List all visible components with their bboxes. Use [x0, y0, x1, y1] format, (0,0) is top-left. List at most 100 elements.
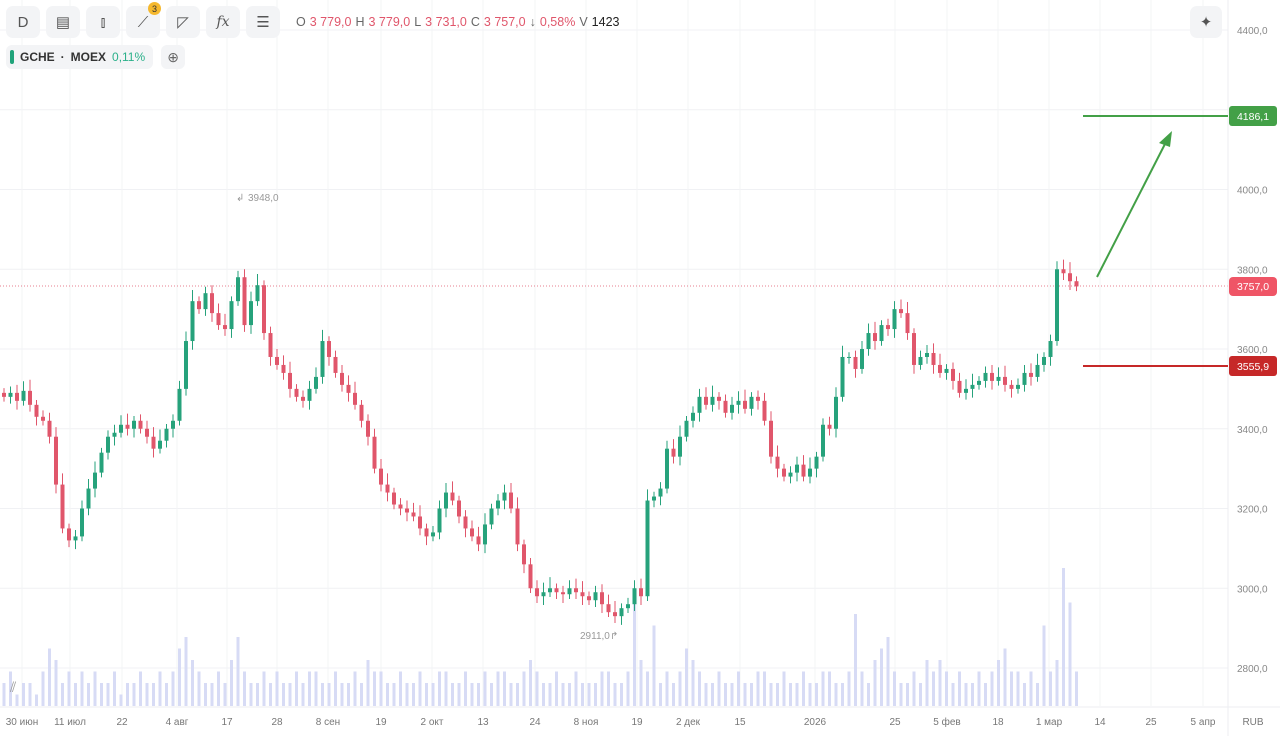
candle[interactable]	[769, 411, 773, 464]
candle[interactable]	[379, 459, 383, 492]
add-symbol-icon[interactable]: ⊕	[161, 45, 186, 69]
candle[interactable]	[47, 412, 52, 444]
candle[interactable]	[749, 392, 754, 416]
candle[interactable]	[847, 352, 851, 364]
candle[interactable]	[483, 513, 487, 554]
candle[interactable]	[710, 385, 715, 412]
candles-type-icon[interactable]: ⫾	[86, 6, 120, 38]
candle[interactable]	[307, 380, 312, 410]
interval-button[interactable]: D	[6, 6, 40, 38]
candle[interactable]	[418, 505, 422, 536]
candle[interactable]	[398, 498, 403, 516]
candle[interactable]	[502, 484, 507, 510]
candle[interactable]	[600, 584, 604, 613]
candle[interactable]	[860, 341, 864, 374]
candle[interactable]	[236, 270, 240, 306]
candle[interactable]	[1048, 334, 1053, 366]
candle[interactable]	[691, 406, 695, 428]
candle[interactable]	[535, 580, 539, 604]
candle[interactable]	[788, 466, 793, 484]
candle[interactable]	[554, 583, 559, 600]
candle[interactable]	[1074, 276, 1079, 292]
candle[interactable]	[346, 375, 351, 402]
candle[interactable]	[827, 416, 832, 436]
candle[interactable]	[392, 487, 396, 510]
candle[interactable]	[892, 301, 897, 338]
candle[interactable]	[67, 523, 71, 548]
candle[interactable]	[184, 331, 188, 396]
candle[interactable]	[470, 520, 474, 542]
candle[interactable]	[645, 489, 650, 602]
candle[interactable]	[821, 418, 825, 462]
candle[interactable]	[574, 578, 578, 600]
candle[interactable]	[353, 381, 357, 410]
candle[interactable]	[1055, 261, 1059, 346]
candle[interactable]	[1061, 259, 1066, 281]
candle[interactable]	[288, 361, 292, 398]
candle[interactable]	[99, 447, 104, 478]
candle[interactable]	[593, 585, 598, 607]
candle[interactable]	[385, 473, 390, 502]
candle[interactable]	[275, 349, 279, 370]
candle[interactable]	[262, 280, 266, 340]
candle[interactable]	[1022, 364, 1027, 392]
settings-sliders-icon[interactable]: ☰	[246, 6, 280, 38]
candle[interactable]	[717, 392, 721, 410]
candle[interactable]	[606, 594, 611, 617]
candle[interactable]	[587, 591, 591, 605]
candle[interactable]	[86, 478, 91, 516]
candle[interactable]	[886, 318, 890, 336]
candle[interactable]	[632, 580, 637, 611]
candle[interactable]	[548, 577, 552, 598]
candle[interactable]	[197, 296, 201, 314]
candle[interactable]	[1009, 380, 1014, 398]
candle[interactable]	[990, 364, 994, 390]
candle[interactable]	[372, 428, 377, 474]
candle[interactable]	[80, 500, 84, 542]
candle[interactable]	[93, 461, 97, 498]
candle[interactable]	[905, 301, 910, 340]
brush-icon[interactable]: ◸	[166, 6, 200, 38]
candle[interactable]	[834, 387, 838, 438]
candle[interactable]	[405, 500, 409, 522]
candle[interactable]	[528, 557, 533, 594]
ai-sparkle-icon[interactable]: ✦	[1190, 6, 1222, 38]
candle[interactable]	[912, 328, 916, 374]
candle[interactable]	[177, 380, 182, 426]
candle[interactable]	[106, 430, 110, 460]
candle[interactable]	[938, 353, 942, 378]
symbol-chip[interactable]: GCHE · MOEX 0,11%	[6, 45, 154, 69]
candle[interactable]	[496, 494, 500, 516]
candle[interactable]	[723, 394, 728, 418]
candle[interactable]	[210, 285, 214, 322]
candle[interactable]	[697, 388, 702, 422]
candle[interactable]	[203, 286, 208, 316]
candle[interactable]	[1016, 378, 1020, 394]
candle[interactable]	[463, 510, 468, 538]
price-axis[interactable]: 4400,0 4000,0 3800,0 3600,0 3400,0 3200,0 3000…	[1237, 26, 1268, 675]
candle[interactable]	[977, 376, 981, 390]
indicators-icon[interactable]: fx	[206, 6, 240, 38]
candle[interactable]	[665, 440, 669, 494]
candle[interactable]	[561, 585, 565, 604]
candle[interactable]	[190, 289, 195, 350]
candle[interactable]	[931, 343, 936, 374]
drawings-icon[interactable]: ⟋ 3	[126, 2, 161, 38]
candle[interactable]	[359, 400, 364, 428]
candle[interactable]	[164, 423, 169, 448]
candle[interactable]	[522, 539, 526, 574]
candle[interactable]	[138, 414, 143, 434]
candle[interactable]	[151, 427, 156, 458]
candle[interactable]	[216, 303, 221, 330]
candle[interactable]	[951, 362, 955, 390]
candle[interactable]	[15, 384, 19, 410]
candle[interactable]	[28, 379, 32, 412]
candle[interactable]	[1003, 365, 1007, 392]
candle[interactable]	[255, 274, 260, 306]
candle[interactable]	[450, 481, 455, 506]
candle[interactable]	[21, 381, 26, 406]
candle[interactable]	[411, 502, 416, 522]
candle[interactable]	[132, 415, 136, 438]
candle[interactable]	[626, 597, 630, 613]
candle[interactable]	[171, 414, 175, 438]
